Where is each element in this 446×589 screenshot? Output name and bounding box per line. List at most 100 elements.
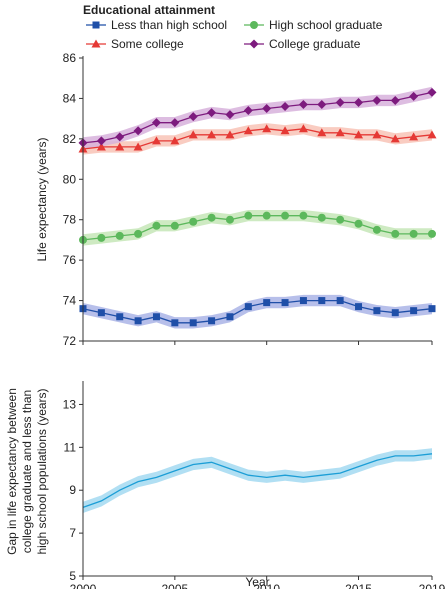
legend-label-college-graduate: College graduate [269,37,361,51]
band-high-school-graduate [83,210,432,246]
band-gap [83,448,432,513]
bottom-gap-line [82,453,433,509]
point-high-school-graduate [115,231,124,240]
band-less-than-high-school [83,294,432,329]
top-axes: 72 74 76 78 80 82 84 86 [63,51,433,348]
point-some-college [151,136,161,145]
legend-label-some-college: Some college [111,37,184,51]
top-y-tick-label: 78 [63,213,77,227]
point-some-college [96,142,106,151]
point-some-college [262,124,272,133]
point-less-than-high-school [281,299,289,307]
top-y-tick-label: 72 [63,334,77,348]
top-y-tick-label: 84 [63,91,77,105]
point-high-school-graduate [244,211,253,220]
top-y-tick-label: 80 [63,172,77,186]
point-some-college [390,134,400,143]
point-high-school-graduate [281,211,290,220]
point-college-graduate [243,106,253,116]
legend-label-less-than-high-school: Less than high school [111,18,227,32]
top-y-axis-label: Life expectancy (years) [35,137,49,261]
point-college-graduate [390,95,400,105]
point-college-graduate [317,99,327,109]
bottom-panel: 5 7 9 11 13 2000 2005 2010 2015 2019 Gap in life … [5,381,446,589]
point-some-college [427,130,437,139]
bottom-y-axis-label-line: college graduate and less than [20,390,34,553]
point-some-college [133,142,143,151]
point-high-school-graduate [97,233,106,242]
point-less-than-high-school [373,307,381,315]
point-less-than-high-school [97,309,105,317]
point-college-graduate [115,132,125,142]
point-college-graduate [354,97,364,107]
point-some-college [409,132,419,141]
point-high-school-graduate [317,213,326,222]
line-gap [82,453,433,509]
point-college-graduate [188,112,198,122]
point-high-school-graduate [152,221,161,230]
point-college-graduate [409,91,419,101]
point-some-college [317,128,327,137]
point-high-school-graduate [262,211,271,220]
point-less-than-high-school [189,319,197,327]
bottom-y-axis-label: Gap in life expectancy between college gr… [5,388,49,555]
point-high-school-graduate [409,229,418,238]
top-confidence-bands [83,86,432,329]
point-college-graduate [225,110,235,120]
legend-marker-less-than-high-school [92,21,100,29]
bottom-y-tick-label: 13 [63,397,77,411]
bottom-y-tick-label: 5 [69,569,76,583]
top-y-tick-label: 76 [63,253,77,267]
bottom-x-tick-label: 2005 [161,582,188,589]
top-y-tick-label: 74 [63,294,77,308]
point-high-school-graduate [170,221,179,230]
point-some-college [170,136,180,145]
top-series-markers [78,87,437,327]
point-some-college [280,126,290,135]
point-high-school-graduate [299,211,308,220]
bottom-y-axis-label-line: Gap in life expectancy between [5,388,19,555]
point-less-than-high-school [263,299,271,307]
bottom-axes: 5 7 9 11 13 2000 2005 2010 2015 2019 [63,381,446,589]
point-high-school-graduate [428,229,436,238]
point-college-graduate [207,108,217,118]
top-panel: 72 74 76 78 80 82 84 86 Life expectancy (years) [35,51,437,348]
point-less-than-high-school [299,297,307,305]
point-less-than-high-school [428,305,436,313]
point-less-than-high-school [355,303,363,311]
point-high-school-graduate [391,229,400,238]
point-less-than-high-school [336,297,344,305]
bottom-y-tick-label: 7 [69,526,76,540]
point-some-college [354,130,364,139]
bottom-y-tick-label: 9 [69,483,76,497]
point-less-than-high-school [226,313,234,321]
point-less-than-high-school [171,319,179,327]
point-less-than-high-school [208,317,216,325]
point-some-college [372,130,382,139]
bottom-x-tick-label: 2015 [345,582,372,589]
legend-label-high-school-graduate: High school graduate [269,18,383,32]
bottom-x-tick-label: 2010 [253,582,280,589]
point-less-than-high-school [391,309,399,317]
point-high-school-graduate [336,215,345,224]
point-some-college [207,130,217,139]
point-high-school-graduate [207,213,216,222]
point-college-graduate [427,87,437,97]
point-less-than-high-school [244,303,252,311]
point-college-graduate [133,126,143,136]
legend-items: Less than high school High school graduat… [86,18,383,51]
bottom-x-tick-label: 2000 [70,582,97,589]
point-less-than-high-school [152,313,160,321]
point-some-college [243,126,253,135]
point-college-graduate [298,99,308,109]
point-college-graduate [262,104,272,114]
x-axis-label: Year [245,575,269,589]
point-college-graduate [280,102,290,112]
legend-marker-high-school-graduate [250,21,258,29]
point-less-than-high-school [116,313,124,321]
point-college-graduate [372,95,382,105]
point-some-college [188,130,198,139]
line-some-college [82,128,433,150]
point-college-graduate [151,118,161,128]
